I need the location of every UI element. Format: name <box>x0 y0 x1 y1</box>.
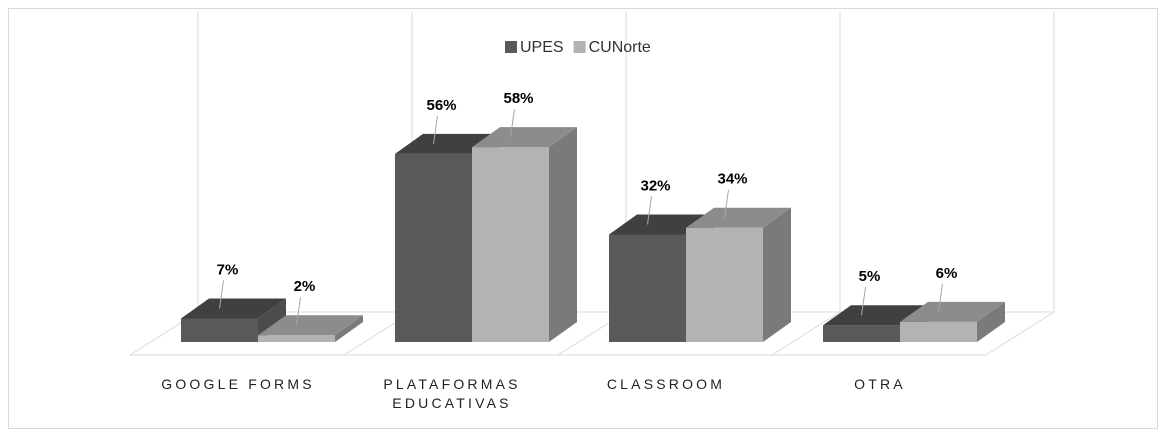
bar <box>395 153 472 342</box>
x-tick-label: PLATAFORMAS EDUCATIVAS <box>383 376 521 411</box>
bar <box>258 335 335 342</box>
bar <box>900 321 977 342</box>
bar <box>181 318 258 342</box>
bar <box>472 147 549 342</box>
data-label: 58% <box>503 90 533 107</box>
leader-line <box>219 280 224 309</box>
leader-line <box>938 283 943 312</box>
bar-top <box>181 298 286 319</box>
floor-divider <box>771 311 841 356</box>
data-label: 7% <box>217 261 239 278</box>
bar-top <box>823 305 928 326</box>
leader-line <box>647 196 652 225</box>
bar <box>609 234 686 342</box>
floor-divider <box>985 311 1055 356</box>
leader-line <box>296 297 301 326</box>
bar-side <box>977 301 1005 342</box>
legend-swatch <box>505 41 517 53</box>
data-label: 56% <box>426 97 456 114</box>
bar <box>686 227 763 342</box>
bar-side <box>549 127 577 343</box>
x-tick-label: OTRA <box>854 376 906 392</box>
leader-line <box>510 109 515 138</box>
bar-top <box>258 315 363 336</box>
leader-line <box>724 189 729 218</box>
data-label: 34% <box>717 171 747 188</box>
bar-top <box>472 127 577 148</box>
legend-swatch <box>573 41 586 53</box>
leader-line <box>861 287 866 316</box>
data-label: 32% <box>640 177 670 194</box>
x-tick-label: CLASSROOM <box>606 376 726 392</box>
bar-top <box>900 301 1005 322</box>
bar-side <box>763 207 791 342</box>
bar-side <box>335 315 363 342</box>
bar-top <box>686 207 791 228</box>
bar <box>823 325 900 342</box>
chart-border <box>8 8 1158 429</box>
data-label: 6% <box>936 265 958 282</box>
data-label: 2% <box>294 278 316 295</box>
data-label: 5% <box>859 268 881 285</box>
x-tick-label: GOOGLE FORMS <box>161 376 315 392</box>
leader-line <box>433 115 438 144</box>
legend-label: CUNorte <box>589 39 651 56</box>
legend-label: UPES <box>520 39 564 56</box>
